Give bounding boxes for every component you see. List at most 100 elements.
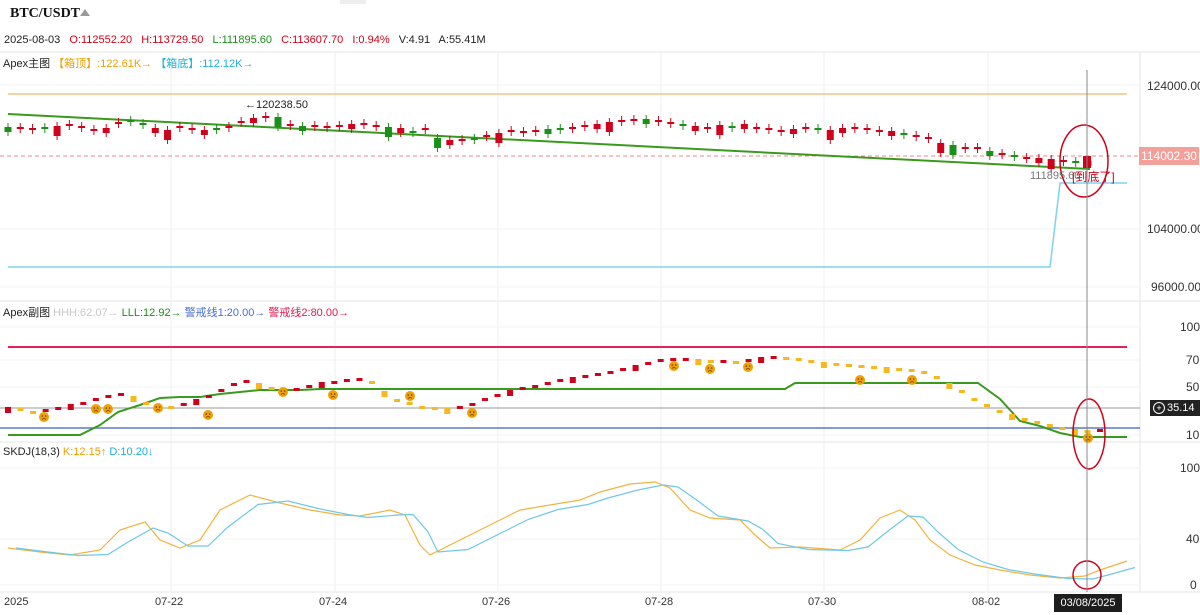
candle <box>360 119 368 129</box>
candle <box>1059 156 1067 166</box>
ohlc-low: L:111895.60 <box>212 34 272 46</box>
candle <box>888 127 896 140</box>
symbol-title[interactable]: BTC/USDT <box>10 6 81 21</box>
y-label-skdj: 0 <box>1190 578 1197 592</box>
indicator-dot <box>833 363 840 366</box>
indicator-dot <box>971 398 978 401</box>
sad-face-icon <box>103 404 113 414</box>
title-bar: BTC/USDT <box>0 0 1200 30</box>
candle <box>311 121 319 131</box>
indicator-dot <box>356 378 363 381</box>
x-label: 07-28 <box>645 596 674 608</box>
indicator-dot <box>431 407 438 410</box>
indicator-dot <box>921 371 928 374</box>
indicator-dot <box>42 409 49 412</box>
indicator-dot <box>519 387 526 390</box>
candle <box>998 149 1006 159</box>
candle <box>740 120 748 133</box>
candle <box>151 124 159 137</box>
candle <box>875 126 883 136</box>
candle <box>507 126 515 136</box>
candle <box>397 124 405 137</box>
sub-indicator-dots <box>5 356 1103 435</box>
indicator-dot <box>808 360 815 363</box>
bottom-circle-highlight <box>1059 124 1109 198</box>
sub-current-tag: +35.14 <box>1150 400 1200 416</box>
y-label-sub: 70 <box>1186 353 1200 367</box>
candle <box>986 147 994 160</box>
x-label: 07-26 <box>482 596 511 608</box>
symbol-dropdown-icon[interactable] <box>80 9 90 16</box>
indicator-dot <box>17 408 24 411</box>
candle <box>274 113 282 131</box>
candle <box>777 126 785 136</box>
sad-face-icon <box>203 410 213 420</box>
candle <box>716 121 724 139</box>
sub-panel-legend: Apex副图 HHH:62.07→ LLL:12.92→ 警戒线1:20.00→… <box>3 304 349 320</box>
candle <box>483 131 491 141</box>
indicator-dot <box>657 359 664 362</box>
indicator-dot <box>481 398 488 401</box>
candle <box>826 126 834 144</box>
sub-circle-highlight <box>1072 398 1106 470</box>
candle <box>679 120 687 130</box>
candle <box>630 115 638 125</box>
candle <box>654 116 662 126</box>
candle <box>789 125 797 138</box>
warn2-value: 警戒线2:80.00→ <box>268 307 350 319</box>
sad-face-icon <box>91 404 101 414</box>
indicator-dot <box>1021 418 1028 421</box>
candle <box>29 124 37 134</box>
candle <box>262 112 270 122</box>
x-label: 07-30 <box>808 596 837 608</box>
skdj-panel-name[interactable]: SKDJ(18,3) <box>3 446 60 458</box>
candle <box>188 124 196 134</box>
candle <box>237 117 245 127</box>
indicator-dot <box>130 396 137 402</box>
low-annotation: 111895.60 <box>1030 170 1081 182</box>
indicator-dot <box>984 404 991 407</box>
sub-panel-name[interactable]: Apex副图 <box>3 307 51 319</box>
candle <box>704 123 712 133</box>
indicator-dot <box>594 373 601 376</box>
main-panel-name[interactable]: Apex主图 <box>3 58 51 70</box>
skdj-k-value: K:12.15↑ <box>62 446 107 458</box>
sad-face-icon <box>328 390 338 400</box>
sad-face-icon <box>153 403 163 413</box>
candle <box>839 124 847 137</box>
candle <box>605 118 613 136</box>
ohlc-change: I:0.94% <box>352 34 390 46</box>
candle <box>949 141 957 159</box>
candle <box>200 126 208 139</box>
sad-face-icon <box>907 375 917 385</box>
indicator-dot <box>268 387 275 390</box>
skdj-d-line <box>15 484 1136 580</box>
indicator-dot <box>1097 429 1103 432</box>
candle <box>249 114 257 127</box>
indicator-dot <box>582 375 589 378</box>
indicator-dot <box>494 394 501 397</box>
indicator-dot <box>569 377 576 383</box>
candle <box>446 136 454 149</box>
candle <box>348 120 356 133</box>
x-label: 07-22 <box>155 596 184 608</box>
indicator-dot <box>670 358 677 361</box>
indicator-dot <box>607 371 614 374</box>
grid-vertical <box>170 52 989 592</box>
sad-face-icon <box>39 412 49 422</box>
y-label-main: 104000.00 <box>1147 222 1200 236</box>
indicator-dot <box>117 393 124 396</box>
indicator-dot <box>331 381 338 384</box>
indicator-dot <box>858 365 865 368</box>
indicator-dot <box>845 364 852 367</box>
ohlc-bar: 2025-08-03 O:112552.20 H:113729.50 L:111… <box>4 34 492 46</box>
candle <box>753 123 761 133</box>
indicator-dot <box>218 389 225 392</box>
candle <box>4 123 12 136</box>
candle <box>863 124 871 134</box>
indicator-dot <box>1009 414 1016 420</box>
skdj-panel-legend: SKDJ(18,3) K:12.15↑ D:10.20↓ <box>3 446 153 458</box>
crosshair-add-icon[interactable]: + <box>1153 402 1165 414</box>
indicator-dot <box>745 359 752 362</box>
